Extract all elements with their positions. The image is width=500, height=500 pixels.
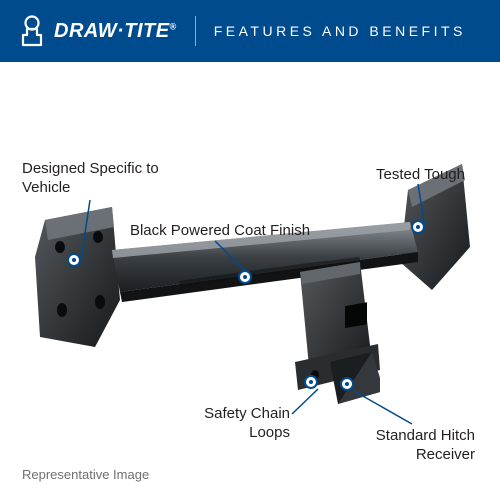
callout-label-tested: Tested Tough <box>340 166 465 185</box>
callout-marker-tested <box>411 220 425 234</box>
callout-label-chain: Safety Chain Loops <box>185 405 290 443</box>
callout-marker-chain <box>304 375 318 389</box>
leader-designed <box>81 200 90 260</box>
callout-marker-designed <box>67 253 81 267</box>
registered-mark: ® <box>170 21 177 31</box>
brand-name: DRAW·TITE <box>54 20 170 42</box>
page-root: DRAW·TITE® FEATURES AND BENEFITS <box>0 0 500 500</box>
header-divider <box>195 16 196 46</box>
product-diagram: Designed Specific to Vehicle Black Powere… <box>0 62 500 500</box>
leader-receiver <box>354 391 412 424</box>
brand-logo: DRAW·TITE® <box>18 15 177 47</box>
callout-marker-receiver <box>340 377 354 391</box>
hitch-ball-icon <box>18 15 46 47</box>
callout-label-designed: Designed Specific to Vehicle <box>22 160 162 198</box>
header-bar: DRAW·TITE® FEATURES AND BENEFITS <box>0 0 500 62</box>
header-title: FEATURES AND BENEFITS <box>214 23 466 39</box>
callout-marker-finish <box>238 270 252 284</box>
brand-logo-text: DRAW·TITE® <box>54 20 177 43</box>
leader-chain <box>292 389 318 414</box>
callout-label-finish: Black Powered Coat Finish <box>110 222 330 241</box>
callout-label-receiver: Standard Hitch Receiver <box>355 427 475 465</box>
